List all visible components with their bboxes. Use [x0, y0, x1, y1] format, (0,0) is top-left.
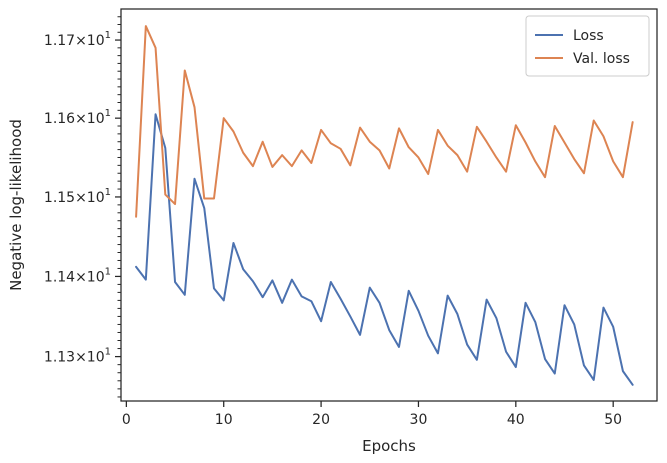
x-tick-label: 30 — [410, 412, 428, 428]
y-tick-label: 1.17×101 — [44, 30, 111, 49]
x-tick-label: 10 — [215, 412, 233, 428]
y-axis: 1.13×101 1.14×101 1.15×101 1.16×101 1.17×101 — [44, 16, 121, 398]
legend-label: Loss — [573, 28, 604, 44]
y-tick-label: 1.16×101 — [44, 108, 111, 127]
legend-box — [525, 15, 650, 77]
x-tick-label: 50 — [604, 412, 622, 428]
y-tick-label: 1.15×101 — [44, 187, 111, 206]
y-tick-label: 1.14×101 — [44, 266, 111, 285]
x-axis: 0 10 20 30 40 50 — [122, 401, 622, 428]
series-line-val-loss — [135, 25, 634, 218]
x-tick-label: 0 — [122, 412, 131, 428]
legend-label: Val. loss — [573, 51, 630, 67]
y-tick-label: 1.13×101 — [44, 347, 111, 366]
legend: Loss Val. loss — [525, 15, 650, 77]
series-line-loss — [135, 113, 634, 386]
x-tick-label: 20 — [312, 412, 330, 428]
series-layer — [135, 25, 634, 386]
y-axis-label: Negative log-likelihood — [7, 119, 25, 291]
x-axis-label: Epochs — [362, 437, 416, 455]
x-tick-label: 40 — [507, 412, 525, 428]
